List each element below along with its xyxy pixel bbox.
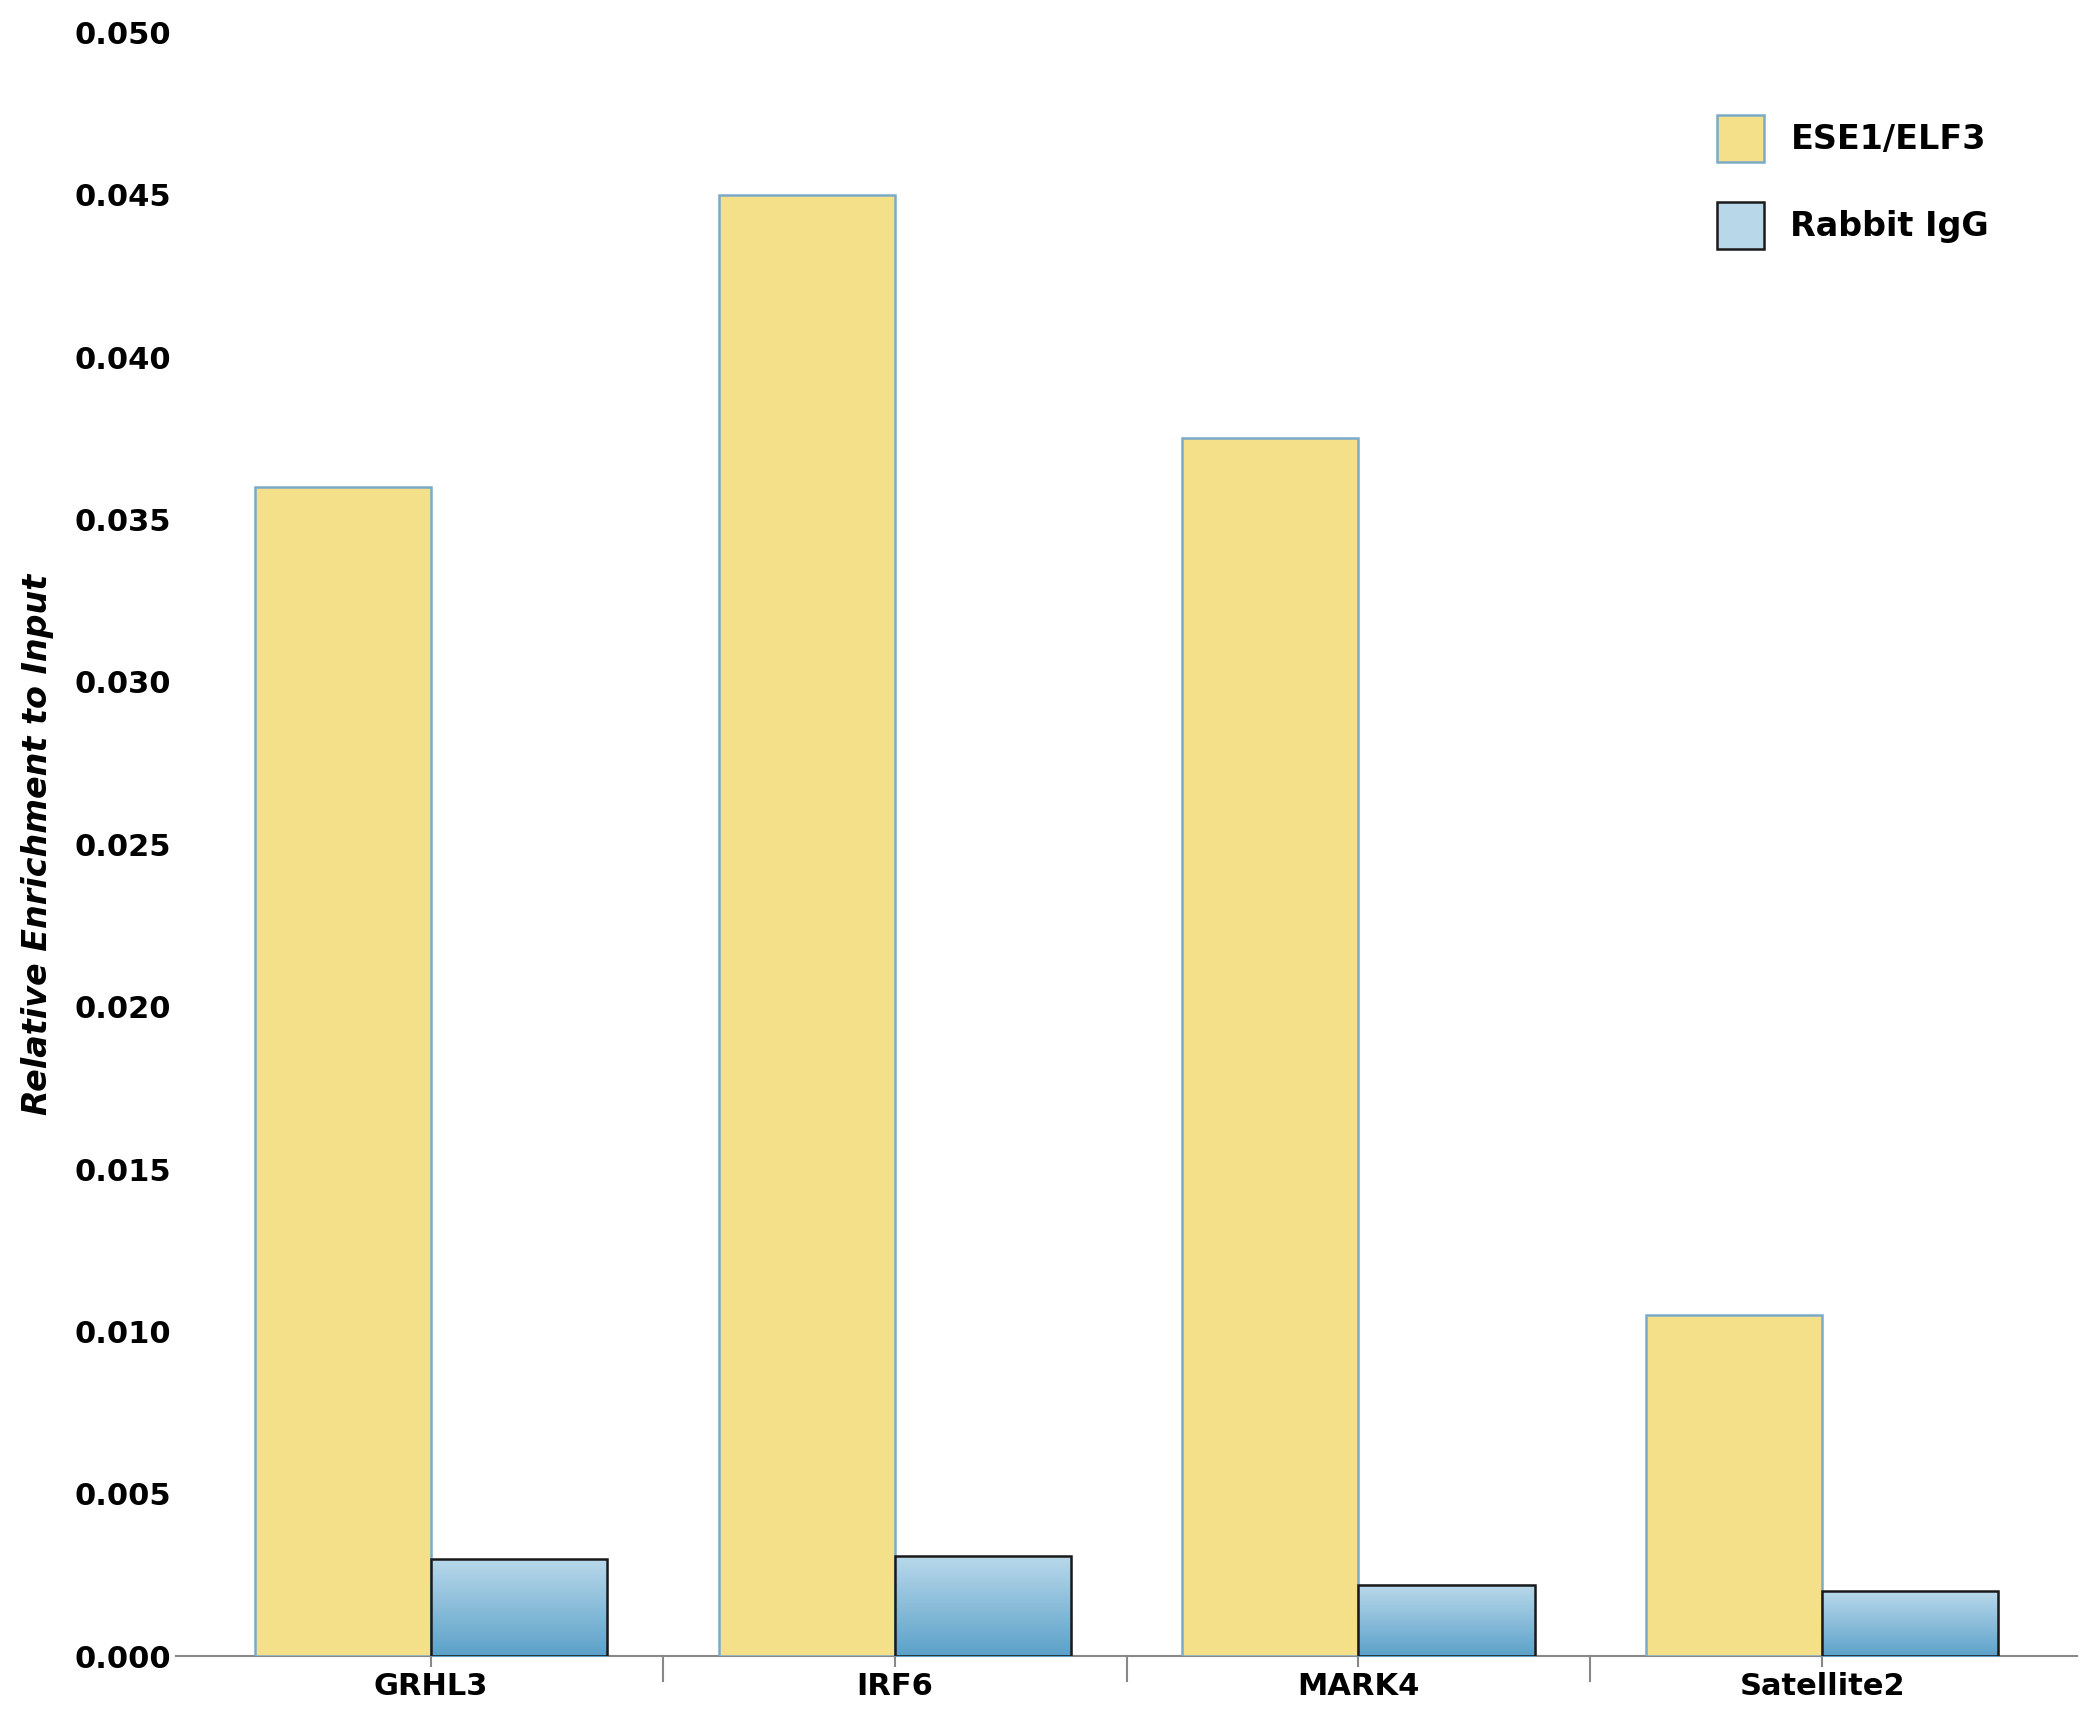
Y-axis label: Relative Enrichment to Input: Relative Enrichment to Input <box>21 573 55 1114</box>
Bar <box>1183 439 1360 1657</box>
Bar <box>432 1558 606 1657</box>
Bar <box>256 487 432 1657</box>
Bar <box>720 195 896 1657</box>
Bar <box>1823 1591 1997 1657</box>
Legend: ESE1/ELF3, Rabbit IgG: ESE1/ELF3, Rabbit IgG <box>1685 81 2022 282</box>
Bar <box>1360 1584 1534 1657</box>
Bar <box>1647 1316 1823 1657</box>
Bar <box>896 1555 1070 1657</box>
